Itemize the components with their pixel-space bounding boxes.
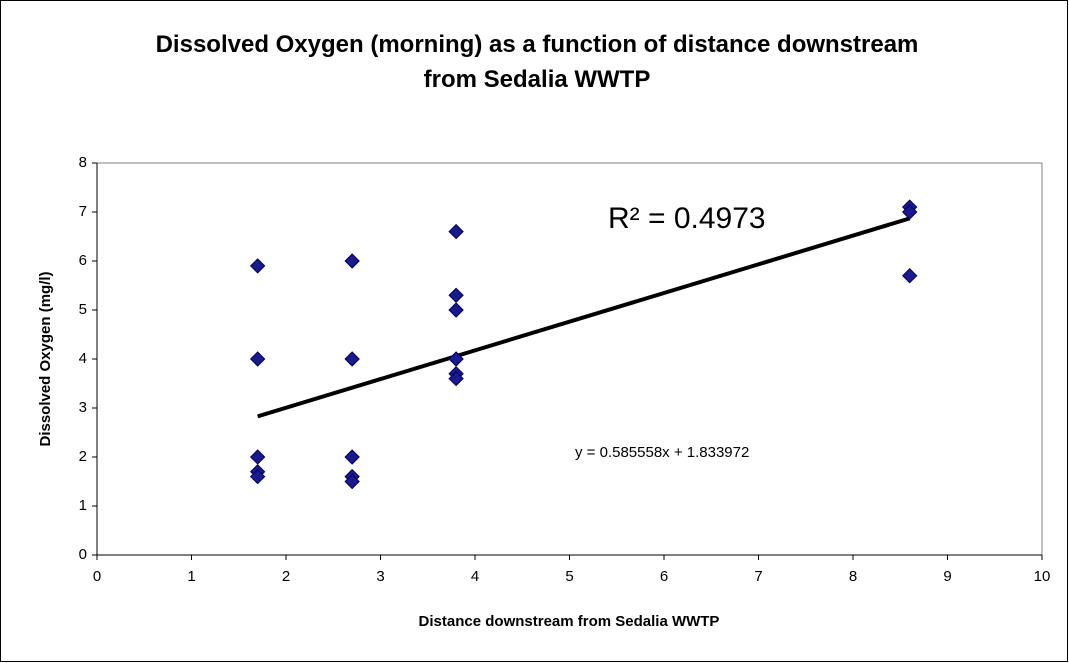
point bbox=[901, 204, 918, 220]
y-tick-label: 0 bbox=[79, 546, 87, 563]
chart-title: Dissolved Oxygen (morning) as a function… bbox=[155, 31, 919, 93]
point bbox=[249, 468, 266, 485]
x-tick-label: 7 bbox=[754, 568, 762, 585]
x-tick-label: 4 bbox=[471, 568, 479, 585]
y-tick-label: 1 bbox=[79, 497, 87, 514]
x-tick-label: 2 bbox=[282, 568, 290, 585]
equation-label: y = 0.585558x + 1.833972 bbox=[575, 444, 749, 461]
y-tick-label: 5 bbox=[79, 301, 87, 318]
y-axis-label: Dissolved Oxygen (mg/l) bbox=[37, 271, 54, 446]
point bbox=[344, 253, 360, 269]
x-tick-label: 1 bbox=[187, 568, 195, 585]
y-tick-label: 4 bbox=[79, 350, 87, 367]
point bbox=[448, 223, 464, 240]
x-tick-label: 8 bbox=[849, 568, 857, 585]
point bbox=[901, 267, 918, 284]
r-squared-label: R² = 0.4973 bbox=[608, 202, 766, 235]
x-tick-label: 6 bbox=[660, 568, 668, 585]
y-tick-label: 7 bbox=[79, 203, 87, 220]
point bbox=[344, 449, 360, 465]
y-tick-label: 6 bbox=[79, 252, 87, 269]
y-tick-label: 8 bbox=[79, 154, 87, 171]
x-tick-label: 10 bbox=[1034, 568, 1051, 585]
x-axis-label: Distance downstream from Sedalia WWTP bbox=[419, 613, 720, 630]
x-tick-label: 5 bbox=[565, 568, 573, 585]
y-tick-label: 2 bbox=[79, 448, 87, 465]
x-tick-label: 3 bbox=[376, 568, 384, 585]
y-tick-label: 3 bbox=[79, 399, 87, 416]
point bbox=[344, 473, 360, 490]
x-tick-label: 0 bbox=[93, 568, 101, 585]
point bbox=[448, 302, 464, 318]
point bbox=[344, 351, 360, 367]
point bbox=[249, 258, 266, 274]
point bbox=[249, 351, 266, 367]
x-tick-label: 9 bbox=[943, 568, 951, 585]
trendline bbox=[257, 216, 911, 419]
point bbox=[448, 370, 464, 387]
